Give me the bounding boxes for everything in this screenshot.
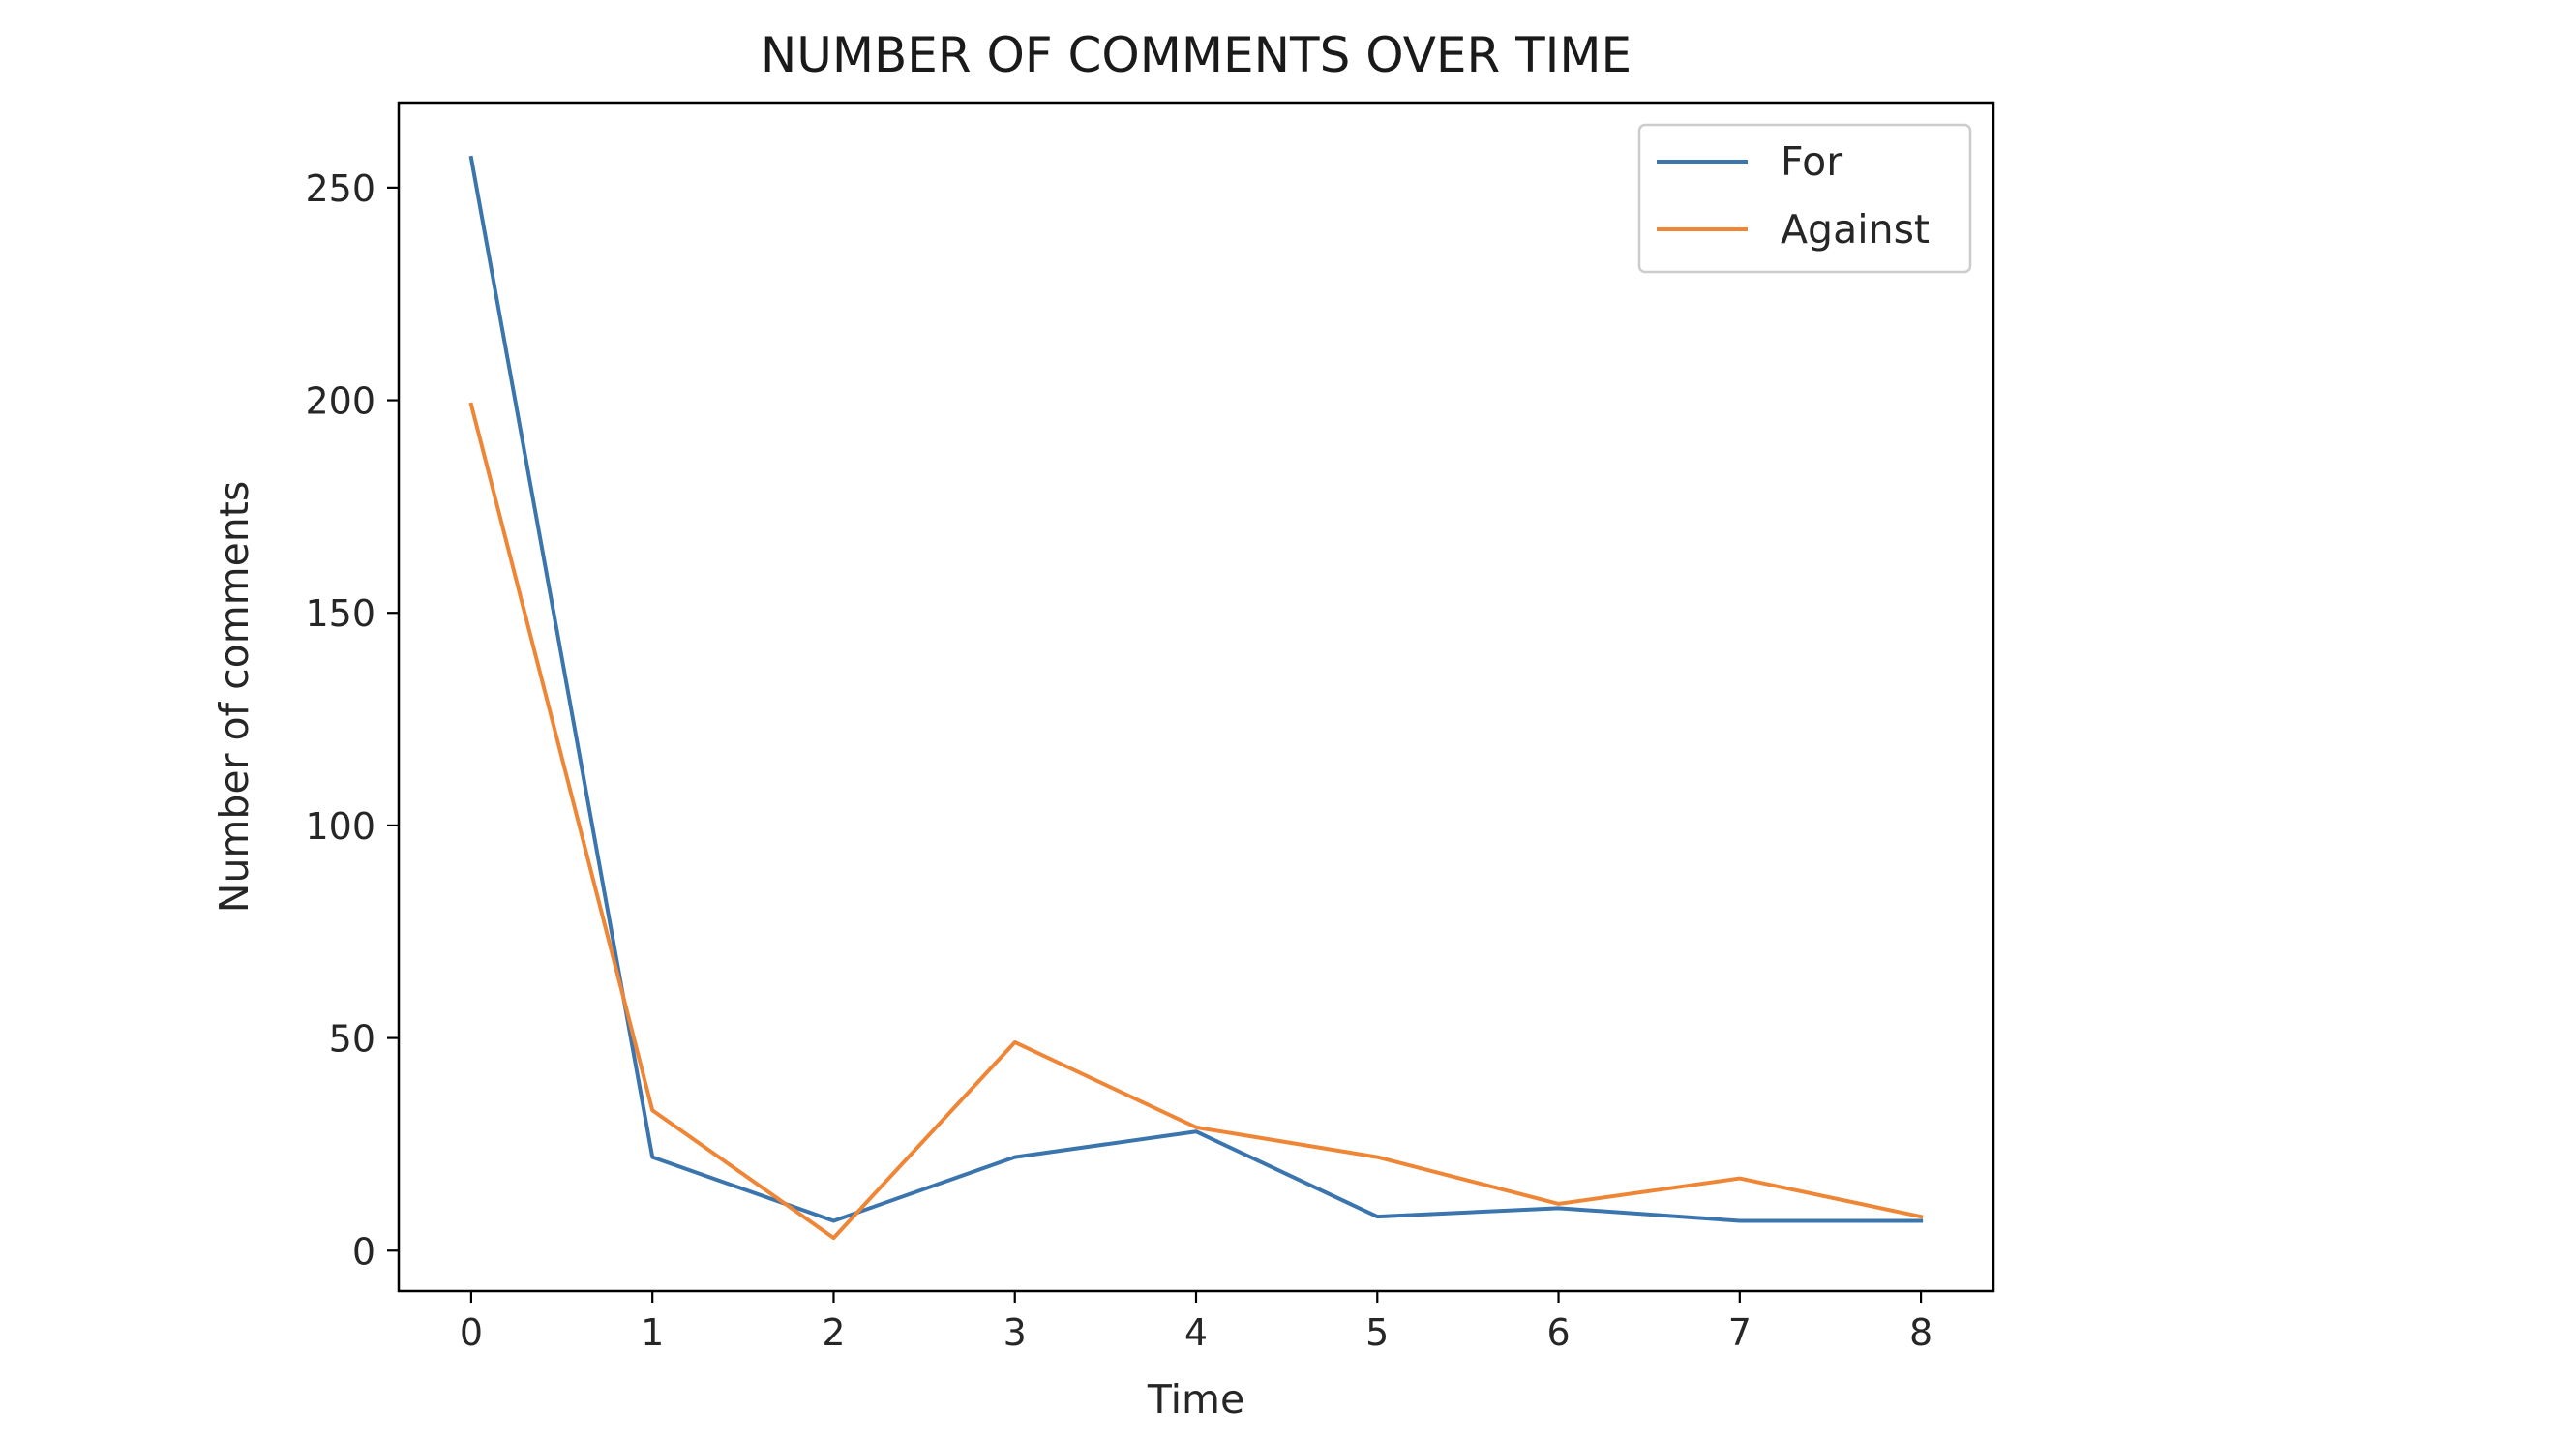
x-tick-label: 1	[641, 1311, 664, 1354]
y-tick-label: 250	[305, 167, 375, 210]
series-line-against	[468, 402, 1924, 1241]
y-axis-label: Number of comments	[211, 481, 257, 913]
x-tick-label: 8	[1909, 1311, 1932, 1354]
y-tick-label: 50	[329, 1018, 375, 1061]
x-tick-label: 2	[822, 1311, 845, 1354]
series-line-for	[468, 155, 1924, 1223]
legend-items: For Against	[1657, 138, 1930, 253]
legend: For Against	[1637, 123, 1972, 274]
legend-label-against: Against	[1781, 206, 1930, 253]
x-axis-ticks: 0 1 2 3 4 5 6 7 8	[460, 1291, 1932, 1354]
x-tick-label: 7	[1728, 1311, 1752, 1354]
y-axis-ticks: 0 50 100 150 200 250	[305, 167, 399, 1273]
y-tick-label: 200	[305, 380, 375, 423]
chart-title: NUMBER OF COMMENTS OVER TIME	[761, 27, 1632, 83]
y-tick-label: 100	[305, 805, 375, 848]
legend-label-for: For	[1781, 138, 1842, 185]
x-tick-label: 6	[1546, 1311, 1570, 1354]
x-tick-label: 4	[1184, 1311, 1208, 1354]
y-tick-label: 150	[305, 592, 375, 635]
series-layer	[468, 155, 1924, 1241]
x-axis-label: Time	[1147, 1376, 1244, 1423]
y-tick-label: 0	[352, 1230, 375, 1273]
x-tick-label: 5	[1365, 1311, 1389, 1354]
x-tick-label: 0	[460, 1311, 483, 1354]
plot-area-frame	[397, 101, 1995, 1293]
x-tick-label: 3	[1003, 1311, 1027, 1354]
